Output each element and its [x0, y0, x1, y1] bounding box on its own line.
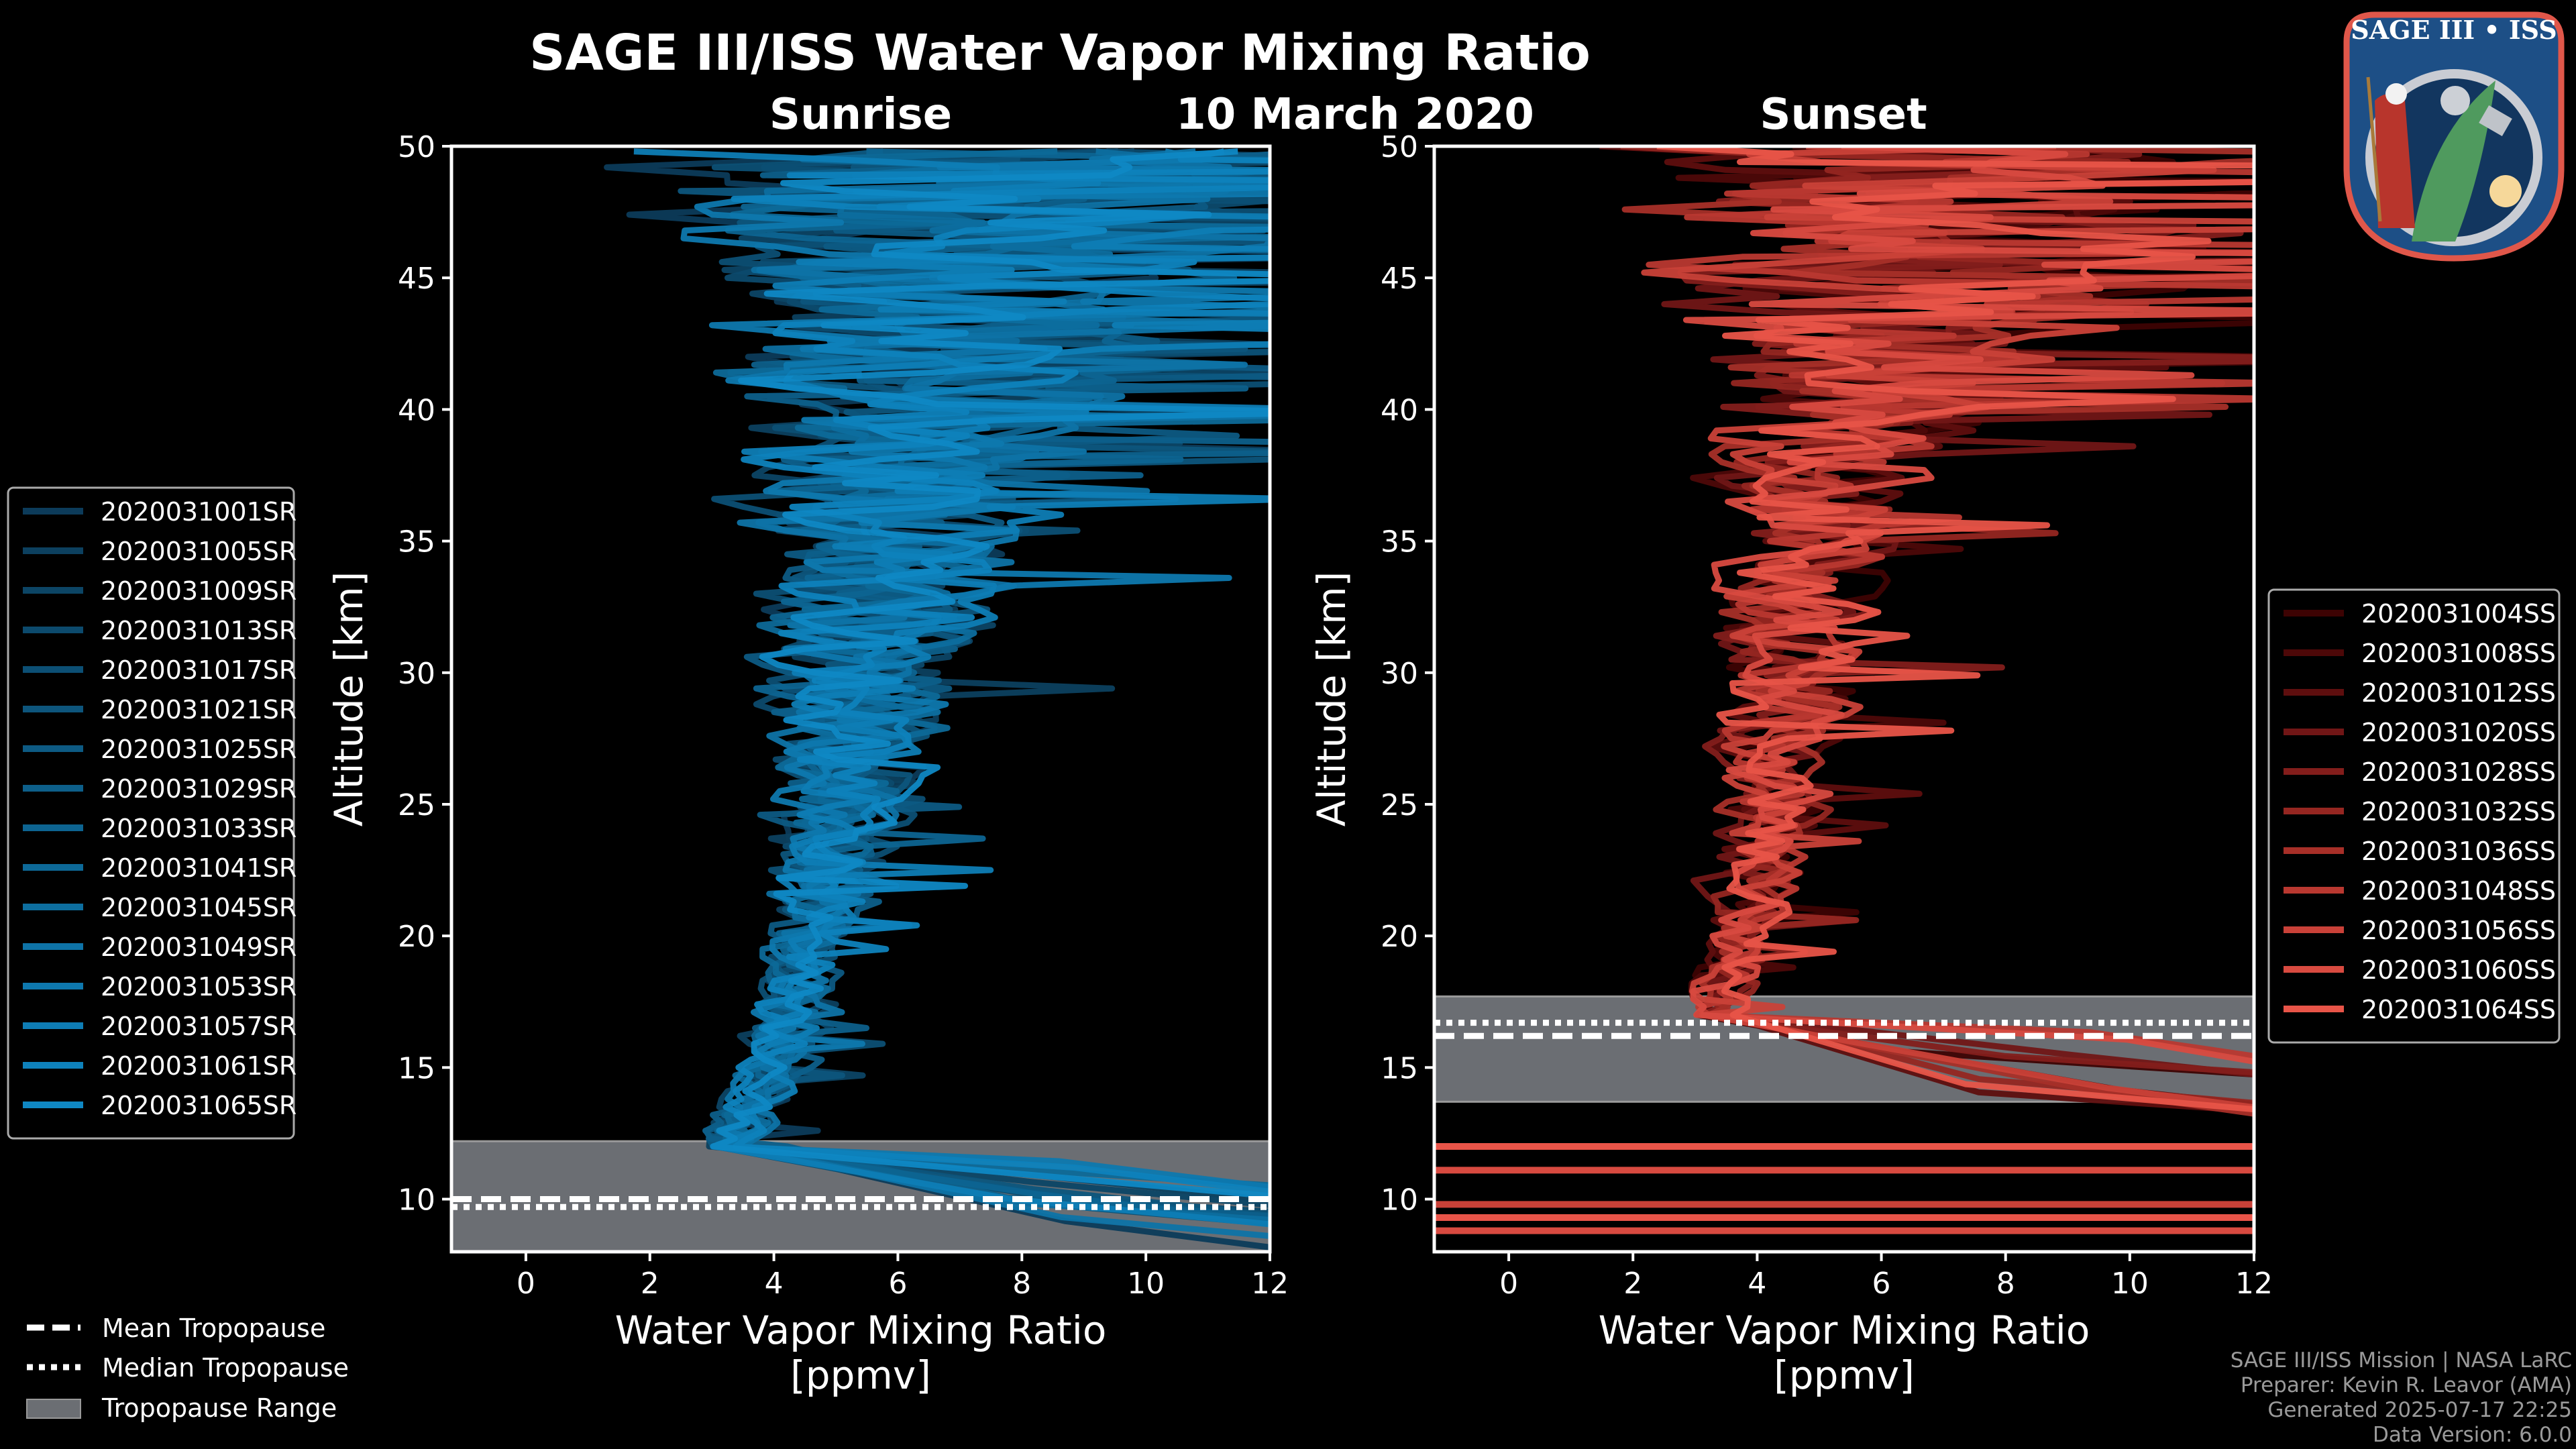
y-axis-label: Altitude [km]	[326, 572, 372, 826]
logo-title: SAGE III • ISS	[2351, 15, 2557, 45]
legend-entry-label: 2020031065SR	[101, 1091, 297, 1120]
y-tick-label: 35	[1381, 525, 1418, 559]
x-tick-label: 0	[517, 1267, 535, 1301]
y-tick-label: 20	[1381, 920, 1418, 954]
tropopause-range-swatch	[26, 1399, 81, 1419]
legend-entry-label: 2020031033SR	[101, 814, 297, 843]
credit-generated: Generated 2025-07-17 22:25	[2267, 1398, 2572, 1422]
tropopause-legend: Mean Tropopause Median Tropopause Tropop…	[26, 1313, 349, 1423]
legend-entry-label: 2020031020SS	[2361, 718, 2556, 747]
y-tick-label: 30	[1381, 657, 1418, 691]
legend-entry-label: 2020031025SR	[101, 735, 297, 764]
y-tick-label: 25	[398, 788, 435, 822]
x-tick-label: 8	[1996, 1267, 2015, 1301]
chart-title: SAGE III/ISS Water Vapor Mixing Ratio	[529, 24, 1591, 82]
legend-entry-label: 2020031005SR	[101, 537, 297, 566]
x-tick-label: 10	[2111, 1267, 2149, 1301]
x-tick-label: 12	[2235, 1267, 2273, 1301]
panel-title: Sunset	[1760, 90, 1927, 140]
y-tick-label: 50	[398, 130, 435, 164]
median-tropopause-label: Median Tropopause	[102, 1353, 349, 1383]
profile-line-2020031065SR	[710, 148, 1270, 1199]
legend-entry-label: 2020031013SR	[101, 616, 297, 645]
sunset-panel: Sunset 0 2 4 6 8 10 12 10 15 20 25 30 35 40 45 50 Altitud…	[1309, 90, 2273, 1398]
y-tick-label: 15	[398, 1051, 435, 1085]
plot-frame	[1432, 144, 2256, 1254]
legend-entry-label: 2020031048SS	[2361, 876, 2556, 906]
plot-area	[1434, 146, 2254, 1234]
mean-tropopause-label: Mean Tropopause	[102, 1313, 325, 1343]
x-tick-label: 0	[1499, 1267, 1518, 1301]
x-tick-label: 4	[1748, 1267, 1766, 1301]
legend-entry-label: 2020031053SR	[101, 972, 297, 1002]
x-axis-unit-label: [ppmv]	[790, 1352, 931, 1398]
credit-mission: SAGE III/ISS Mission | NASA LaRC	[2231, 1348, 2572, 1373]
credit-preparer: Preparer: Kevin R. Leavor (AMA)	[2241, 1373, 2572, 1397]
sunset-legend: 2020031004SS 2020031008SS 2020031012SS 2020…	[2267, 588, 2561, 1044]
x-tick-label: 2	[1623, 1267, 1642, 1301]
legend-entry-label: 2020031017SR	[101, 655, 297, 685]
legend-entry-label: 2020031061SR	[101, 1051, 297, 1081]
legend-entry-label: 2020031032SS	[2361, 797, 2556, 826]
tropopause-range-label: Tropopause Range	[101, 1393, 337, 1423]
legend-entry-label: 2020031041SR	[101, 853, 297, 883]
y-tick-label: 25	[1381, 788, 1418, 822]
legend-entry-label: 2020031004SS	[2361, 599, 2556, 629]
x-tick-label: 2	[641, 1267, 659, 1301]
plot-frame	[449, 144, 1272, 1254]
y-tick-label: 45	[1381, 262, 1418, 296]
y-tick-label: 10	[398, 1183, 435, 1218]
y-axis-label: Altitude [km]	[1309, 572, 1354, 826]
credit-data-version: Data Version: 6.0.0	[2373, 1423, 2572, 1447]
legend-entry-label: 2020031060SS	[2361, 955, 2556, 985]
sunrise-legend: 2020031001SR 2020031005SR 2020031009SR 2020…	[7, 486, 297, 1140]
legend-entry-label: 2020031001SR	[101, 497, 297, 527]
legend-entry-label: 2020031008SS	[2361, 639, 2556, 668]
profile-line-2020031064SS	[1656, 146, 2254, 1113]
x-axis-label: Water Vapor Mixing Ratio	[615, 1307, 1107, 1353]
y-tick-label: 50	[1381, 130, 1418, 164]
sunrise-panel: Sunrise 0 2 4 6 8 10 12 10 15 20 25 30 35 40 45 50 Altitu…	[326, 90, 1289, 1398]
legend-entry-label: 2020031049SR	[101, 932, 297, 962]
x-tick-label: 12	[1251, 1267, 1289, 1301]
y-tick-label: 20	[398, 920, 435, 954]
sage-iii-iss-logo: SAGE III • ISS	[2343, 11, 2565, 262]
y-tick-label: 40	[398, 393, 435, 427]
y-tick-label: 35	[398, 525, 435, 559]
legend-entry-label: 2020031057SR	[101, 1012, 297, 1041]
chart-date: 10 March 2020	[1176, 90, 1534, 140]
legend-entry-label: 2020031029SR	[101, 774, 297, 804]
x-axis-label: Water Vapor Mixing Ratio	[1599, 1307, 2090, 1353]
legend-entry-label: 2020031021SR	[101, 695, 297, 724]
legend-entry-label: 2020031056SS	[2361, 916, 2556, 945]
y-tick-label: 45	[398, 262, 435, 296]
x-tick-label: 4	[765, 1267, 784, 1301]
legend-entry-label: 2020031036SS	[2361, 837, 2556, 866]
plot-area	[451, 148, 1270, 1252]
credits: SAGE III/ISS Mission | NASA LaRC Prepare…	[2231, 1348, 2572, 1447]
legend-entry-label: 2020031064SS	[2361, 995, 2556, 1024]
x-tick-label: 6	[888, 1267, 907, 1301]
y-tick-label: 10	[1381, 1183, 1418, 1218]
x-axis-unit-label: [ppmv]	[1774, 1352, 1915, 1398]
legend-frame	[7, 486, 295, 1140]
x-tick-label: 8	[1012, 1267, 1031, 1301]
panel-title: Sunrise	[769, 90, 952, 140]
legend-entry-label: 2020031028SS	[2361, 757, 2556, 787]
y-tick-label: 30	[398, 657, 435, 691]
x-tick-label: 10	[1127, 1267, 1165, 1301]
y-tick-label: 15	[1381, 1051, 1418, 1085]
legend-entry-label: 2020031045SR	[101, 893, 297, 922]
y-tick-label: 40	[1381, 393, 1418, 427]
x-tick-label: 6	[1872, 1267, 1891, 1301]
legend-entry-label: 2020031012SS	[2361, 678, 2556, 708]
legend-entry-label: 2020031009SR	[101, 576, 297, 606]
